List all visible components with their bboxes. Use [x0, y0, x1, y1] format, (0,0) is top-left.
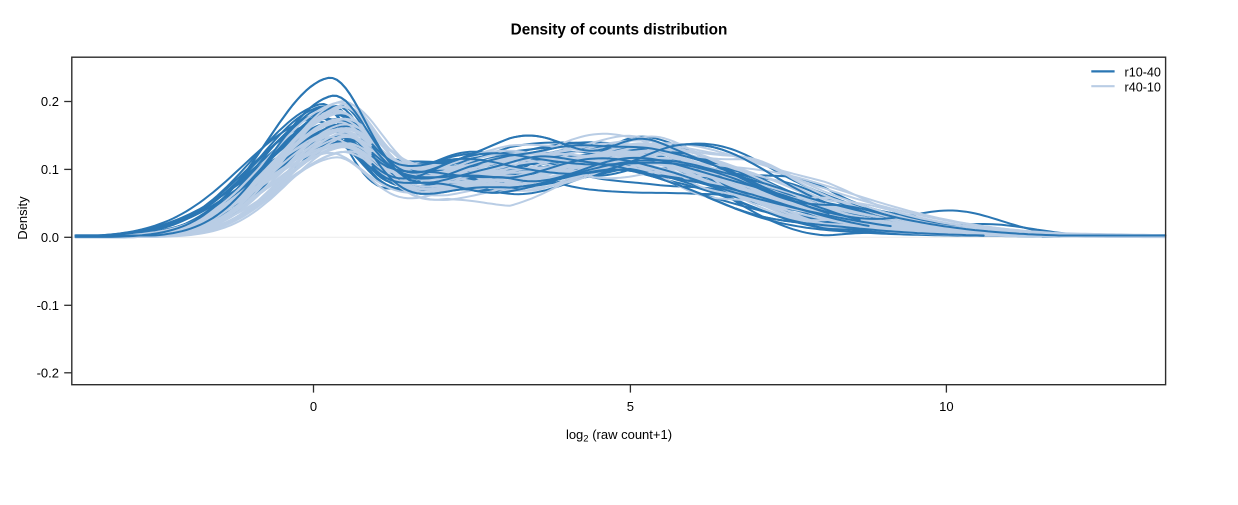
svg-text:log2 (raw count+1): log2 (raw count+1) [566, 427, 672, 445]
svg-text:0.2: 0.2 [41, 94, 59, 109]
svg-text:r40-10: r40-10 [1125, 80, 1161, 94]
svg-text:0: 0 [310, 399, 317, 414]
svg-text:-0.1: -0.1 [37, 298, 59, 313]
svg-text:-0.2: -0.2 [37, 365, 59, 380]
svg-text:0.1: 0.1 [41, 162, 59, 177]
svg-text:0.0: 0.0 [41, 230, 59, 245]
svg-text:r10-40: r10-40 [1125, 66, 1161, 80]
svg-text:Density: Density [15, 196, 30, 240]
svg-text:Density of counts distribution: Density of counts distribution [511, 21, 728, 38]
svg-text:10: 10 [939, 399, 953, 414]
svg-text:5: 5 [627, 399, 634, 414]
